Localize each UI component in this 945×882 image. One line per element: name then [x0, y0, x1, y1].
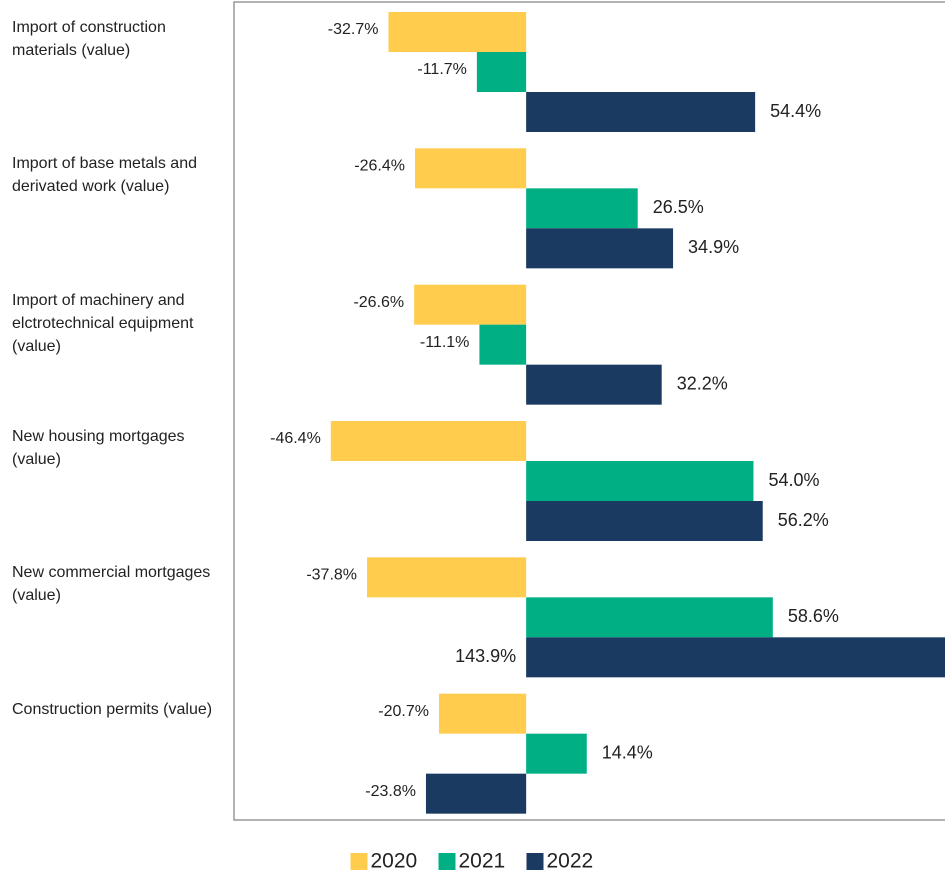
data-label: 58.6% — [788, 606, 839, 626]
data-label: 26.5% — [653, 197, 704, 217]
bar — [526, 461, 754, 501]
bar — [388, 12, 527, 52]
bar — [425, 773, 527, 814]
category-label: New commercial mortgages (value) — [12, 564, 211, 605]
bar — [526, 733, 587, 774]
bar — [526, 637, 945, 678]
data-label: -37.8% — [306, 567, 357, 584]
data-label: 32.2% — [677, 373, 728, 393]
data-label: -32.7% — [328, 21, 379, 38]
data-label: 54.0% — [768, 470, 819, 490]
data-label: 54.4% — [770, 101, 821, 121]
bar — [330, 421, 527, 461]
legend-swatch — [526, 853, 544, 870]
category-label: Construction permits (value) — [12, 700, 213, 718]
data-label: 14.4% — [602, 742, 653, 762]
data-label: -46.4% — [270, 430, 321, 447]
bar — [415, 148, 527, 189]
bar — [414, 284, 527, 325]
data-label: -11.7% — [417, 61, 467, 78]
legend-label: 2022 — [547, 850, 594, 873]
bar — [526, 92, 756, 132]
bar — [526, 364, 662, 405]
plot-frame — [233, 1, 945, 821]
legend-swatch — [438, 853, 456, 870]
category-label: Import of base metals and derivated work… — [12, 155, 197, 196]
data-label: 56.2% — [778, 510, 829, 530]
legend-label: 2020 — [371, 850, 418, 873]
legend-swatch — [350, 853, 368, 870]
bar — [439, 693, 527, 734]
category-label: New housing mortgages (value) — [12, 428, 185, 468]
category-label: Import of machinery and elctrotechnical … — [12, 291, 194, 355]
data-label: -26.6% — [353, 294, 404, 311]
bar — [367, 557, 527, 598]
data-label: -20.7% — [378, 703, 429, 720]
data-label: -11.1% — [420, 334, 470, 351]
bar — [526, 501, 763, 541]
bar — [526, 188, 638, 229]
data-label: -23.8% — [365, 783, 416, 800]
bar — [479, 324, 527, 365]
legend-label: 2021 — [459, 850, 506, 873]
bar — [476, 52, 527, 92]
data-label: -26.4% — [354, 158, 405, 175]
data-label: 143.9% — [455, 646, 516, 666]
bar — [526, 228, 674, 269]
data-label: 34.9% — [688, 237, 739, 257]
bar — [526, 597, 773, 638]
category-label: Import of construction materials (value) — [12, 19, 166, 59]
